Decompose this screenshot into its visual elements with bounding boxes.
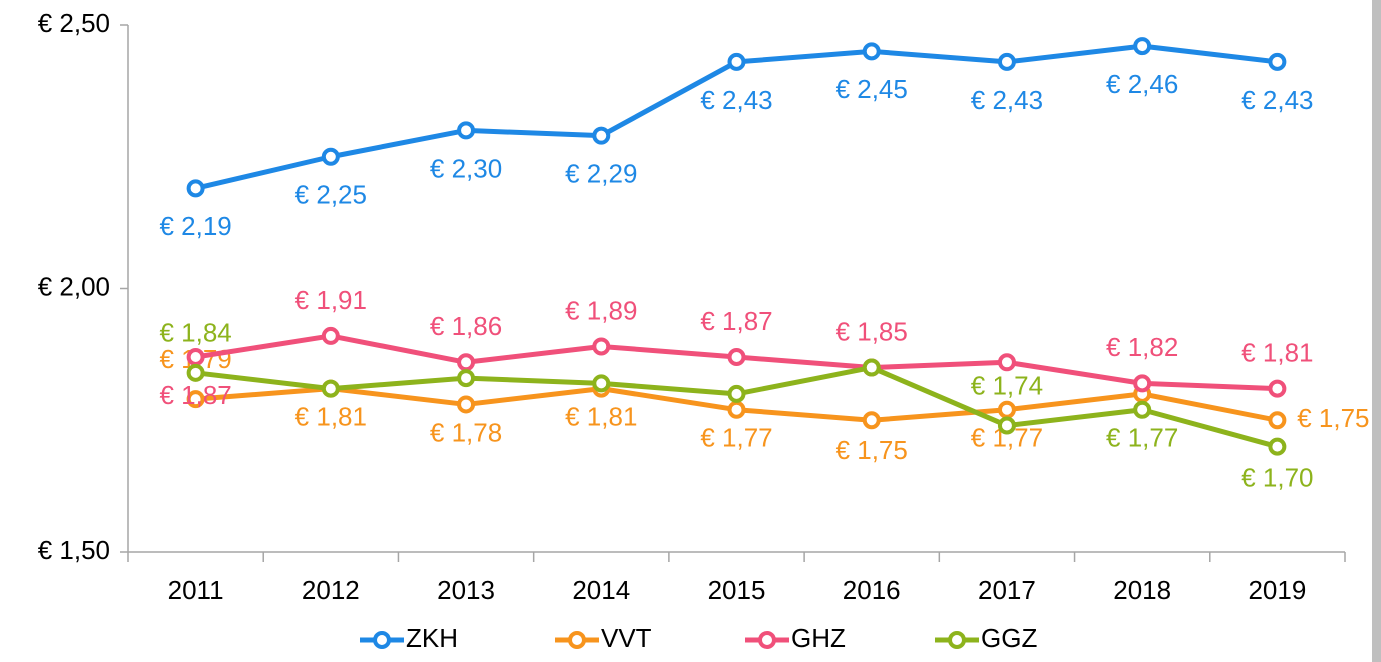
point <box>1133 400 1152 419</box>
point <box>997 416 1016 435</box>
point <box>457 121 476 140</box>
point <box>1268 437 1287 456</box>
data-label: € 2,45 <box>836 74 908 104</box>
point <box>997 52 1016 71</box>
x-tick-label: 2011 <box>168 575 224 605</box>
point <box>862 42 881 61</box>
point <box>727 384 746 403</box>
data-label: € 1,70 <box>1241 462 1313 492</box>
legend-marker <box>373 631 391 649</box>
data-label: € 1,75 <box>836 435 908 465</box>
point <box>592 337 611 356</box>
data-label: € 1,77 <box>700 423 772 453</box>
point <box>997 400 1016 419</box>
data-label: € 1,87 <box>159 380 231 410</box>
point <box>321 147 340 166</box>
point <box>186 179 205 198</box>
x-tick-label: 2018 <box>1113 575 1171 605</box>
point <box>1268 52 1287 71</box>
legend-label: VVT <box>601 623 652 653</box>
point <box>727 52 746 71</box>
x-tick-label: 2014 <box>572 575 630 605</box>
point <box>1268 411 1287 430</box>
data-label: € 2,30 <box>430 153 502 183</box>
point <box>1268 379 1287 398</box>
data-label: € 2,46 <box>1106 69 1178 99</box>
data-label: € 1,84 <box>159 318 231 348</box>
data-label: € 2,43 <box>1241 85 1313 115</box>
data-label: € 1,81 <box>565 402 637 432</box>
point <box>862 358 881 377</box>
legend-marker <box>568 631 586 649</box>
y-tick-label: € 2,50 <box>38 8 110 38</box>
data-label: € 1,89 <box>565 295 637 325</box>
point <box>862 411 881 430</box>
point <box>727 400 746 419</box>
data-label: € 1,78 <box>430 417 502 447</box>
point <box>186 348 205 367</box>
data-label: € 1,86 <box>430 311 502 341</box>
data-label: € 1,87 <box>700 306 772 336</box>
x-tick-label: 2019 <box>1248 575 1306 605</box>
data-label: € 1,81 <box>295 402 367 432</box>
scroll-edge <box>1372 0 1381 662</box>
point <box>186 363 205 382</box>
point <box>592 374 611 393</box>
legend-label: GGZ <box>981 623 1037 653</box>
x-tick-label: 2015 <box>708 575 766 605</box>
point <box>1133 374 1152 393</box>
legend-label: GHZ <box>791 623 846 653</box>
point <box>457 395 476 414</box>
point <box>321 379 340 398</box>
point <box>997 353 1016 372</box>
y-tick-label: € 2,00 <box>38 271 110 301</box>
data-label: € 1,77 <box>1106 423 1178 453</box>
data-label: € 1,91 <box>295 285 367 315</box>
point <box>186 390 205 409</box>
data-label: € 2,43 <box>971 85 1043 115</box>
x-tick-label: 2016 <box>843 575 901 605</box>
legend-label: ZKH <box>406 623 458 653</box>
data-label: € 1,74 <box>971 370 1043 400</box>
data-label: € 2,29 <box>565 159 637 189</box>
data-label: € 1,75 <box>1297 403 1369 433</box>
legend-marker <box>948 631 966 649</box>
data-label: € 1,82 <box>1106 332 1178 362</box>
point <box>592 126 611 145</box>
point <box>1133 37 1152 56</box>
data-label: € 2,43 <box>700 85 772 115</box>
y-tick-label: € 1,50 <box>38 535 110 565</box>
x-tick-label: 2012 <box>302 575 360 605</box>
data-label: € 2,25 <box>295 180 367 210</box>
point <box>457 353 476 372</box>
point <box>727 348 746 367</box>
point <box>321 326 340 345</box>
x-tick-label: 2013 <box>437 575 495 605</box>
legend-marker <box>758 631 776 649</box>
data-label: € 1,81 <box>1241 338 1313 368</box>
data-label: € 2,19 <box>159 211 231 241</box>
point <box>457 369 476 388</box>
x-tick-label: 2017 <box>978 575 1036 605</box>
data-label: € 1,85 <box>836 316 908 346</box>
